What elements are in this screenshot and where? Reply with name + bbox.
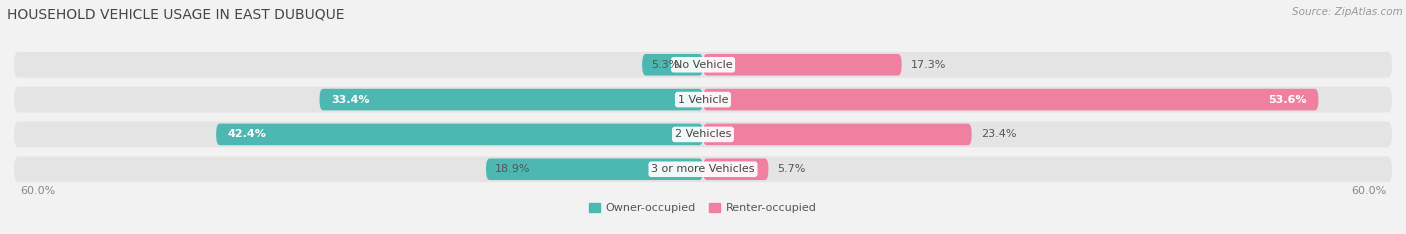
FancyBboxPatch shape <box>14 52 1392 78</box>
FancyBboxPatch shape <box>703 158 769 180</box>
Text: 53.6%: 53.6% <box>1268 95 1308 105</box>
Text: HOUSEHOLD VEHICLE USAGE IN EAST DUBUQUE: HOUSEHOLD VEHICLE USAGE IN EAST DUBUQUE <box>7 7 344 21</box>
Text: Source: ZipAtlas.com: Source: ZipAtlas.com <box>1292 7 1403 17</box>
Text: 18.9%: 18.9% <box>495 164 530 174</box>
Text: 17.3%: 17.3% <box>911 60 946 70</box>
FancyBboxPatch shape <box>703 124 972 145</box>
FancyBboxPatch shape <box>217 124 703 145</box>
FancyBboxPatch shape <box>643 54 703 76</box>
FancyBboxPatch shape <box>14 156 1392 182</box>
FancyBboxPatch shape <box>14 121 1392 147</box>
FancyBboxPatch shape <box>703 54 901 76</box>
FancyBboxPatch shape <box>319 89 703 110</box>
Text: 1 Vehicle: 1 Vehicle <box>678 95 728 105</box>
Text: 5.7%: 5.7% <box>778 164 806 174</box>
Text: 33.4%: 33.4% <box>330 95 370 105</box>
Text: 5.3%: 5.3% <box>651 60 679 70</box>
Legend: Owner-occupied, Renter-occupied: Owner-occupied, Renter-occupied <box>589 203 817 213</box>
Text: 60.0%: 60.0% <box>1351 186 1386 196</box>
FancyBboxPatch shape <box>486 158 703 180</box>
Text: 23.4%: 23.4% <box>981 129 1017 139</box>
FancyBboxPatch shape <box>14 87 1392 113</box>
Text: 3 or more Vehicles: 3 or more Vehicles <box>651 164 755 174</box>
Text: 60.0%: 60.0% <box>20 186 55 196</box>
Text: 42.4%: 42.4% <box>228 129 267 139</box>
Text: No Vehicle: No Vehicle <box>673 60 733 70</box>
FancyBboxPatch shape <box>703 89 1319 110</box>
Text: 2 Vehicles: 2 Vehicles <box>675 129 731 139</box>
